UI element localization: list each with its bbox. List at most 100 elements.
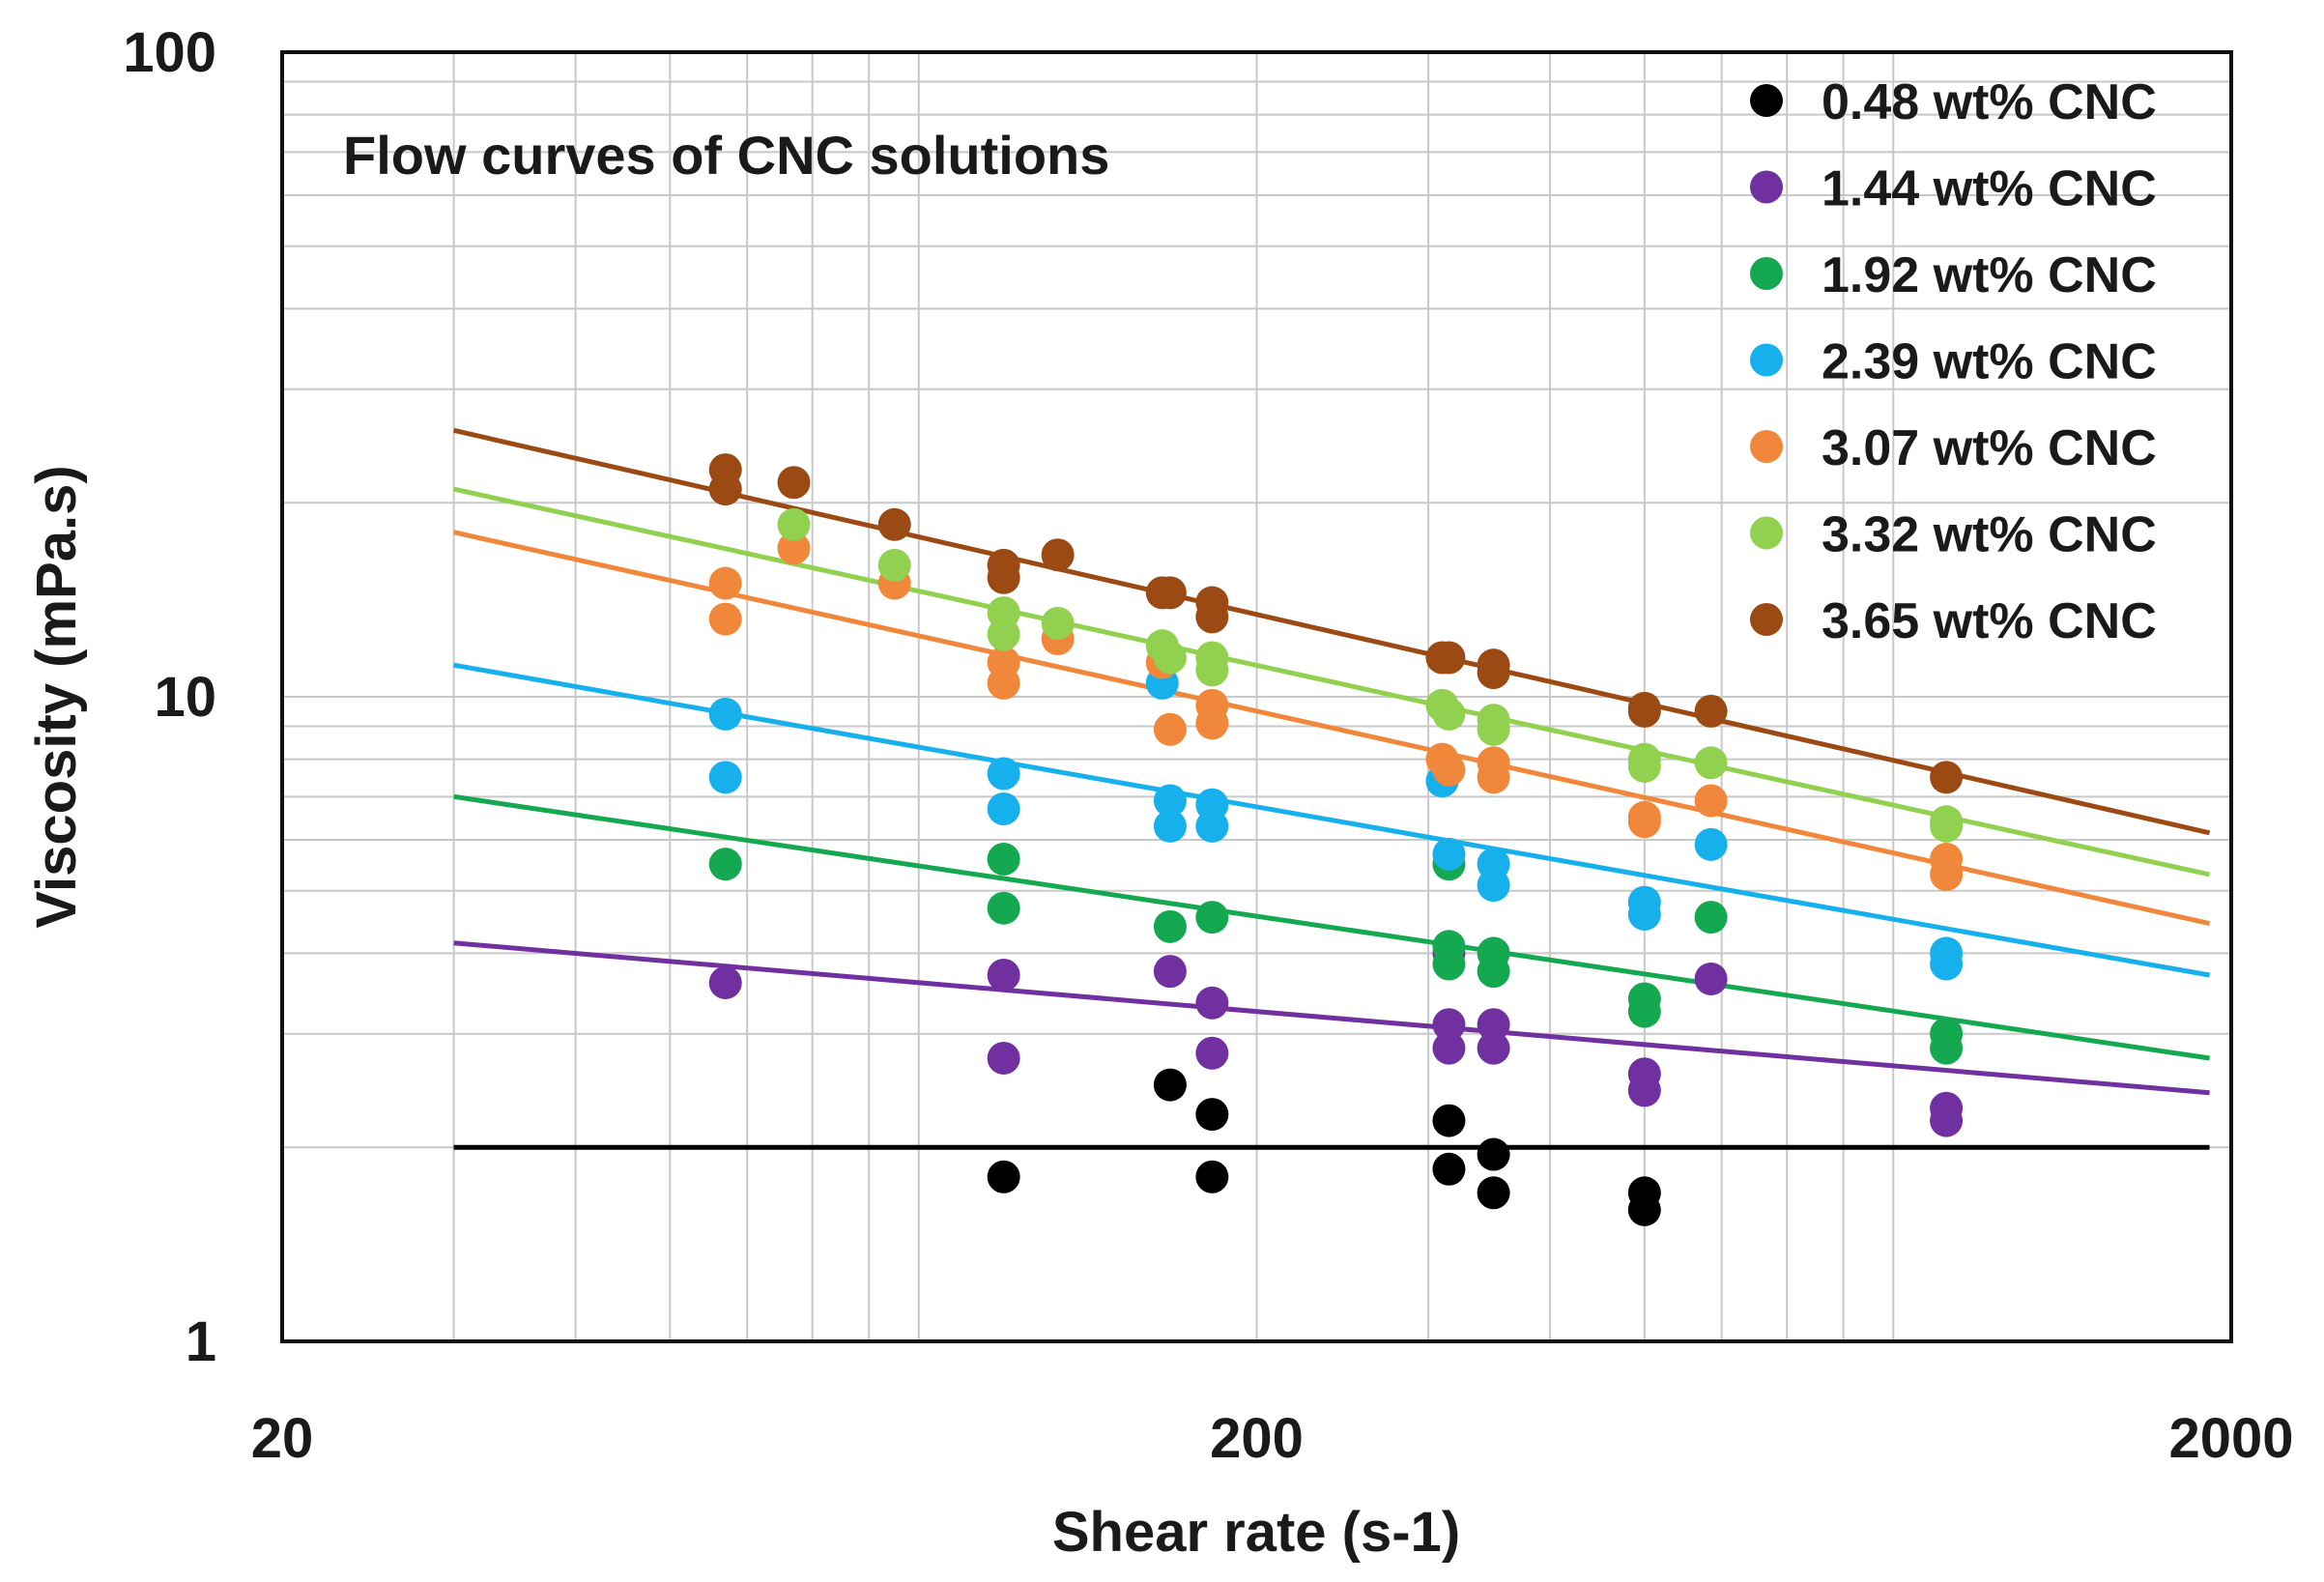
data-point bbox=[708, 602, 742, 636]
data-point bbox=[1694, 901, 1728, 935]
legend-item: 1.44 wt% CNC bbox=[1750, 161, 2157, 217]
data-point bbox=[777, 532, 811, 565]
legend-item: 2.39 wt% CNC bbox=[1750, 334, 2157, 390]
data-point bbox=[777, 507, 811, 541]
trendline-1-44-wt-cnc bbox=[453, 940, 2210, 1096]
data-point bbox=[1432, 947, 1466, 981]
data-point bbox=[777, 466, 811, 500]
data-point bbox=[1627, 897, 1661, 931]
legend-label: 3.32 wt% CNC bbox=[1822, 507, 2157, 563]
data-point bbox=[1195, 1036, 1229, 1070]
legend-label: 1.92 wt% CNC bbox=[1822, 247, 2157, 303]
data-point bbox=[1195, 809, 1229, 843]
data-point bbox=[1627, 1074, 1661, 1107]
x-axis-label: Shear rate (s-1) bbox=[1052, 1501, 1460, 1564]
data-point bbox=[708, 848, 742, 881]
data-points bbox=[708, 453, 1964, 1226]
trendline-1-92-wt-cnc bbox=[453, 793, 2210, 1061]
data-point bbox=[1694, 694, 1728, 728]
chart-title: Flow curves of CNC solutions bbox=[343, 125, 1109, 186]
legend-marker bbox=[1750, 343, 1783, 377]
data-point bbox=[987, 959, 1020, 992]
data-point bbox=[1477, 712, 1510, 746]
x-tick-label: 20 bbox=[251, 1407, 314, 1470]
trendline-3-65-wt-cnc bbox=[453, 427, 2211, 836]
plot-frame bbox=[280, 50, 2233, 1343]
data-point bbox=[1930, 857, 1964, 891]
data-point bbox=[1627, 805, 1661, 839]
y-tick-label: 100 bbox=[123, 21, 216, 84]
data-point bbox=[1477, 656, 1510, 690]
y-tick-label: 10 bbox=[154, 666, 216, 729]
data-point bbox=[1195, 901, 1229, 935]
trendlines bbox=[453, 427, 2211, 1150]
legend: 0.48 wt% CNC 1.44 wt% CNC 1.92 wt% CNC 2.39… bbox=[1750, 74, 2157, 649]
data-point bbox=[1694, 784, 1728, 818]
data-point bbox=[1694, 827, 1728, 861]
data-point bbox=[1477, 761, 1510, 794]
data-point bbox=[987, 666, 1020, 700]
legend-label: 3.65 wt% CNC bbox=[1822, 593, 2157, 649]
legend-marker bbox=[1750, 430, 1783, 463]
legend-label: 2.39 wt% CNC bbox=[1822, 334, 2157, 390]
data-point bbox=[708, 566, 742, 600]
x-tick-label: 2000 bbox=[2168, 1407, 2293, 1470]
x-tick-label: 200 bbox=[1210, 1407, 1304, 1470]
data-point bbox=[1432, 837, 1466, 871]
data-point bbox=[1041, 606, 1075, 640]
data-point bbox=[1195, 653, 1229, 687]
data-point bbox=[1153, 641, 1187, 675]
data-point bbox=[1153, 1068, 1187, 1102]
data-point bbox=[987, 1160, 1020, 1194]
data-point bbox=[1627, 694, 1661, 728]
data-point bbox=[987, 842, 1020, 876]
data-point bbox=[1477, 1031, 1510, 1065]
legend-marker bbox=[1750, 84, 1783, 117]
legend-label: 1.44 wt% CNC bbox=[1822, 161, 2157, 217]
data-point bbox=[708, 697, 742, 731]
data-point bbox=[1153, 955, 1187, 989]
legend-item: 3.32 wt% CNC bbox=[1750, 507, 2157, 563]
data-point bbox=[877, 548, 911, 582]
legend-item: 3.07 wt% CNC bbox=[1750, 420, 2157, 476]
data-point bbox=[1627, 994, 1661, 1028]
data-point bbox=[1195, 600, 1229, 634]
data-point bbox=[708, 473, 742, 506]
legend-marker bbox=[1750, 516, 1783, 550]
data-point bbox=[1627, 749, 1661, 783]
legend-item: 0.48 wt% CNC bbox=[1750, 74, 2157, 130]
data-point bbox=[1694, 746, 1728, 780]
data-point bbox=[1477, 955, 1510, 989]
legend-marker bbox=[1750, 170, 1783, 204]
data-point bbox=[1153, 784, 1187, 818]
data-point bbox=[1477, 869, 1510, 903]
trendline-2-39-wt-cnc bbox=[453, 662, 2210, 978]
data-point bbox=[877, 507, 911, 541]
data-point bbox=[987, 792, 1020, 826]
data-point bbox=[1930, 1031, 1964, 1065]
data-point bbox=[1930, 809, 1964, 843]
data-point bbox=[1694, 962, 1728, 995]
y-tick-label: 1 bbox=[186, 1310, 216, 1373]
data-point bbox=[1432, 697, 1466, 731]
data-point bbox=[1153, 809, 1187, 843]
data-point bbox=[1477, 1137, 1510, 1171]
data-point bbox=[708, 761, 742, 794]
trendline-3-07-wt-cnc bbox=[453, 530, 2211, 926]
data-point bbox=[1432, 641, 1466, 675]
data-point bbox=[1432, 1152, 1466, 1186]
data-point bbox=[1930, 947, 1964, 981]
tick-labels: 20 200 2000 1 10 100 bbox=[123, 21, 2293, 1470]
data-point bbox=[1195, 1160, 1229, 1194]
legend-item: 3.65 wt% CNC bbox=[1750, 593, 2157, 649]
legend-marker bbox=[1750, 603, 1783, 636]
legend-label: 3.07 wt% CNC bbox=[1822, 420, 2157, 476]
data-point bbox=[1195, 1098, 1229, 1132]
data-point bbox=[1627, 1176, 1661, 1210]
data-point bbox=[1930, 1104, 1964, 1137]
data-point bbox=[987, 891, 1020, 925]
trendline-3-32-wt-cnc bbox=[453, 486, 2211, 877]
data-point bbox=[1930, 761, 1964, 794]
